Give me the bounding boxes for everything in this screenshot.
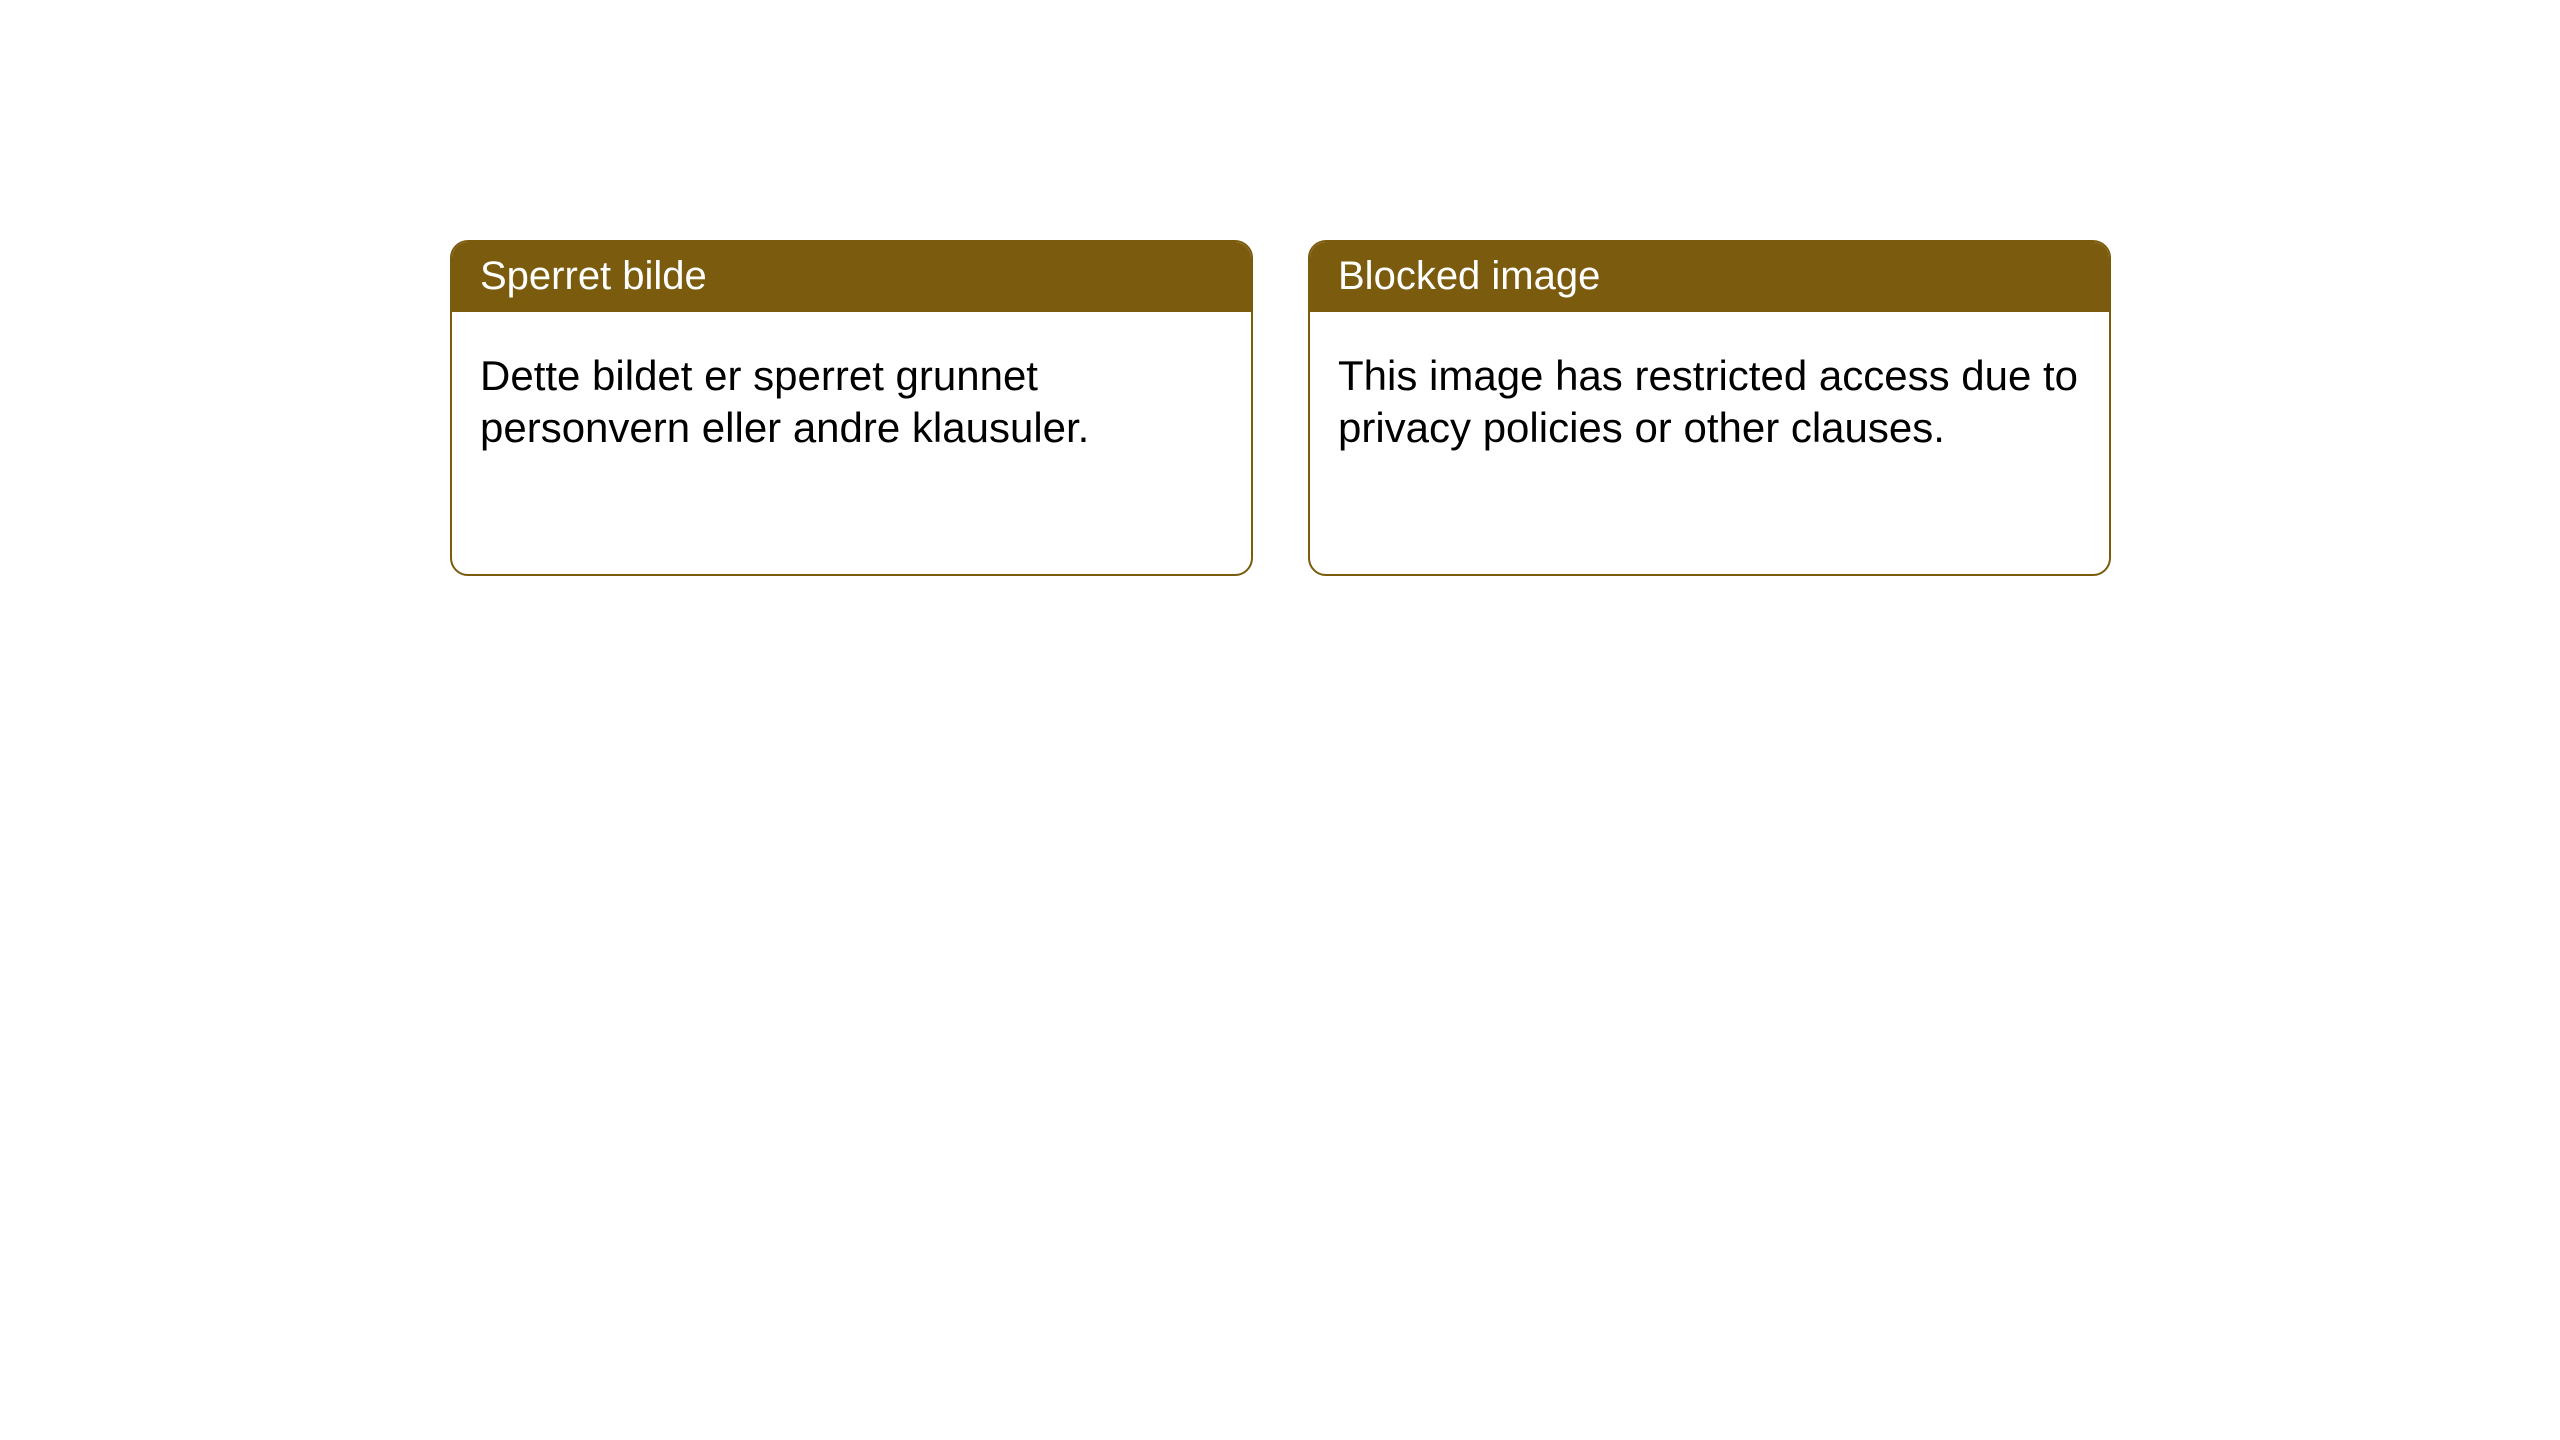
notice-body: Dette bildet er sperret grunnet personve… <box>452 312 1251 481</box>
notice-header: Sperret bilde <box>452 242 1251 312</box>
notice-card-norwegian: Sperret bilde Dette bildet er sperret gr… <box>450 240 1253 576</box>
notice-body: This image has restricted access due to … <box>1310 312 2109 481</box>
notice-container: Sperret bilde Dette bildet er sperret gr… <box>0 0 2560 576</box>
notice-card-english: Blocked image This image has restricted … <box>1308 240 2111 576</box>
notice-header: Blocked image <box>1310 242 2109 312</box>
